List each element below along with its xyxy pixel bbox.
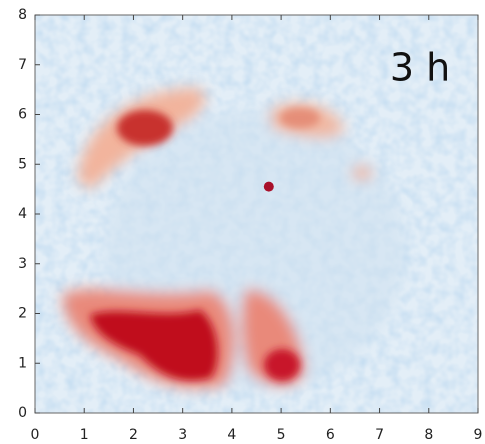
y-tick-label: 4 <box>18 206 27 222</box>
heatmap-field <box>35 15 478 413</box>
x-tick-label: 6 <box>326 427 335 443</box>
x-tick-label: 7 <box>375 427 384 443</box>
x-tick-label: 3 <box>178 427 187 443</box>
y-tick-label: 2 <box>18 306 27 322</box>
x-tick-label: 0 <box>31 427 40 443</box>
y-tick-label: 5 <box>18 156 27 172</box>
x-tick-label: 5 <box>277 427 286 443</box>
annotation: 3 h <box>390 46 450 90</box>
y-tick-label: 0 <box>18 405 27 421</box>
y-tick-label: 6 <box>18 107 27 123</box>
y-tick-label: 3 <box>18 256 27 272</box>
x-tick-label: 4 <box>227 427 236 443</box>
x-tick-label: 8 <box>424 427 433 443</box>
marker-point <box>263 181 274 192</box>
y-tick-label: 7 <box>18 57 27 73</box>
y-tick-label: 1 <box>18 355 27 371</box>
x-tick-label: 2 <box>129 427 138 443</box>
x-tick-label: 1 <box>80 427 89 443</box>
x-tick-label: 9 <box>474 427 483 443</box>
y-tick-label: 8 <box>18 7 27 23</box>
